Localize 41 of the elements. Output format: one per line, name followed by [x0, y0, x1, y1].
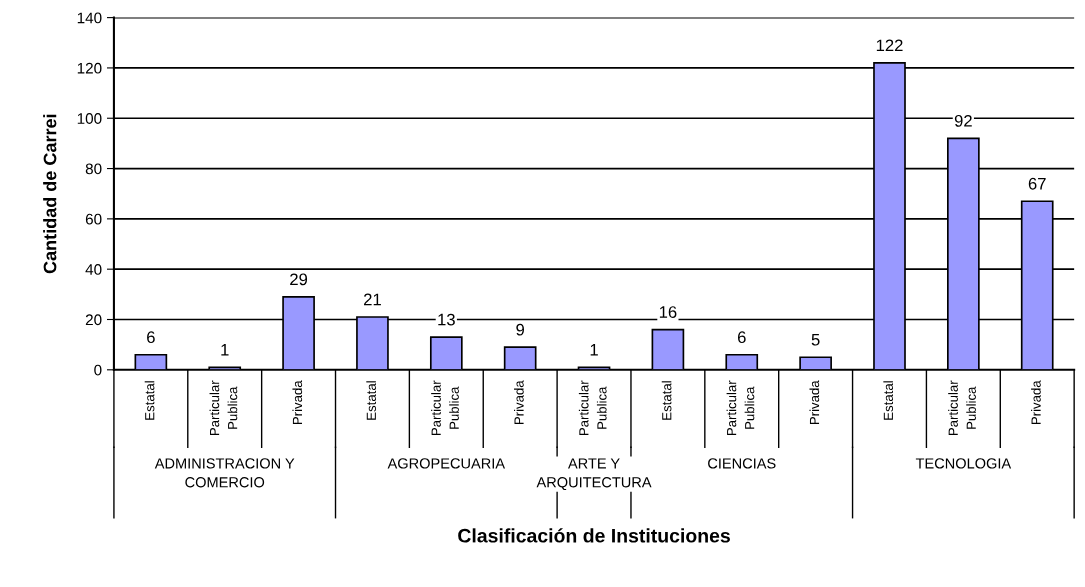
text: AGROPECUARIA — [387, 458, 506, 469]
data-label: 13 — [438, 313, 455, 326]
x-tick-label: Estatal — [883, 381, 894, 420]
text: TECNOLOGIA — [915, 458, 1012, 469]
x-tick-label: Estatal — [661, 381, 672, 420]
x-tick-label: Particular Publica — [948, 380, 976, 436]
y-tick-label: 40 — [85, 264, 102, 275]
x-tick-label: Estatal — [366, 381, 376, 420]
data-label: 122 — [876, 39, 903, 52]
x-tick-label: Privada — [514, 380, 524, 425]
x-tick-label: Estatal — [144, 381, 155, 420]
data-label: 9 — [516, 323, 525, 336]
data-label: 16 — [659, 306, 677, 318]
x-tick-label: Privada — [292, 380, 303, 425]
x-tick-label: Particular Publica — [726, 380, 755, 436]
text: ARTE Y ARQUITECTURA — [536, 458, 652, 491]
x-tick-label: Privada — [809, 380, 820, 425]
x-axis-title: Clasificación de Instituciones — [458, 528, 730, 543]
data-label: 67 — [1028, 177, 1046, 190]
y-tick-label: 140 — [77, 12, 102, 24]
data-label: 1 — [590, 344, 598, 356]
y-tick-label: 20 — [85, 314, 102, 326]
x-tick-label: Particular Publica — [431, 380, 459, 436]
y-tick-label: 60 — [85, 213, 102, 225]
data-label: 6 — [737, 331, 746, 344]
y-tick-label: 0 — [94, 364, 102, 376]
data-label: 92 — [954, 114, 972, 127]
y-tick-label: 80 — [85, 163, 102, 175]
data-label: 5 — [811, 333, 820, 346]
data-label: 29 — [290, 273, 308, 286]
y-tick-label: 100 — [77, 113, 102, 124]
x-tick-label: Privada — [1031, 380, 1041, 425]
y-tick-label: 120 — [77, 62, 102, 74]
text: CIENCIAS — [708, 458, 776, 469]
data-label: 1 — [221, 344, 229, 356]
y-axis-title: Cantidad de Carrei — [43, 114, 57, 274]
text: ADMINISTRACION Y COMERCIO — [154, 458, 295, 488]
data-label: 6 — [147, 331, 155, 344]
x-tick-label: Particular Publica — [209, 380, 238, 436]
data-label: 21 — [364, 293, 381, 306]
x-tick-label: Particular Publica — [578, 380, 607, 436]
